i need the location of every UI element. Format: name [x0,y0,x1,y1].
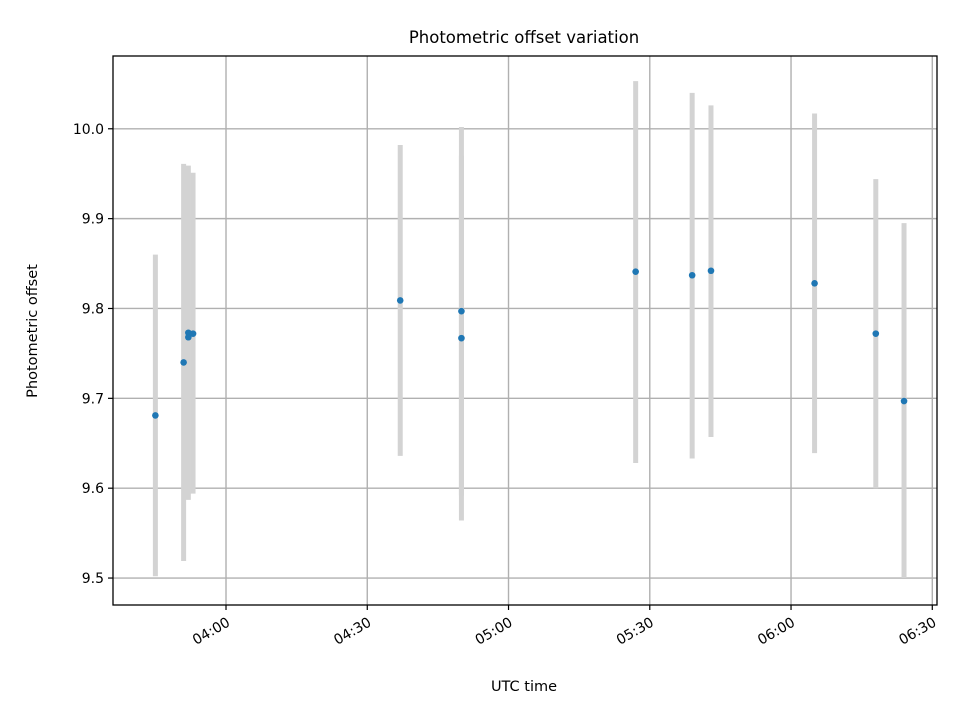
data-point [396,297,404,304]
y-axis: 9.5 9.6 9.7 9.8 9.9 10.0 [73,122,113,587]
data-point [872,330,880,337]
data-point [152,412,159,419]
errorbars [152,81,907,579]
x-axis: 04:00 04:30 05:00 05:30 06:00 06:30 [190,605,939,649]
data-point [632,268,639,275]
y-tick-label: 10.0 [73,122,104,138]
grid [113,56,937,605]
x-tick-label: 05:00 [473,615,516,649]
data-point [180,359,187,366]
x-axis-label: UTC time [491,679,557,695]
data-point [811,280,818,287]
data-point [458,307,465,315]
y-tick-label: 9.6 [82,481,104,497]
x-tick-label: 06:30 [896,615,939,649]
data-points [152,267,908,419]
x-tick-label: 04:30 [331,615,374,649]
y-tick-label: 9.5 [82,571,104,587]
data-point [900,397,908,405]
y-axis-label: Photometric offset [25,264,41,398]
data-point [189,330,197,337]
data-point [688,271,696,279]
chart-title: Photometric offset variation [409,28,639,47]
y-tick-label: 9.9 [82,212,104,228]
data-point [707,267,715,275]
x-tick-label: 04:00 [190,615,233,649]
plot-frame [112,55,938,606]
y-tick-label: 9.7 [82,391,104,407]
y-tick-label: 9.8 [82,301,104,317]
x-tick-label: 06:00 [755,615,798,649]
data-point [458,334,465,342]
x-tick-label: 05:30 [614,615,657,649]
data-point [185,333,192,341]
